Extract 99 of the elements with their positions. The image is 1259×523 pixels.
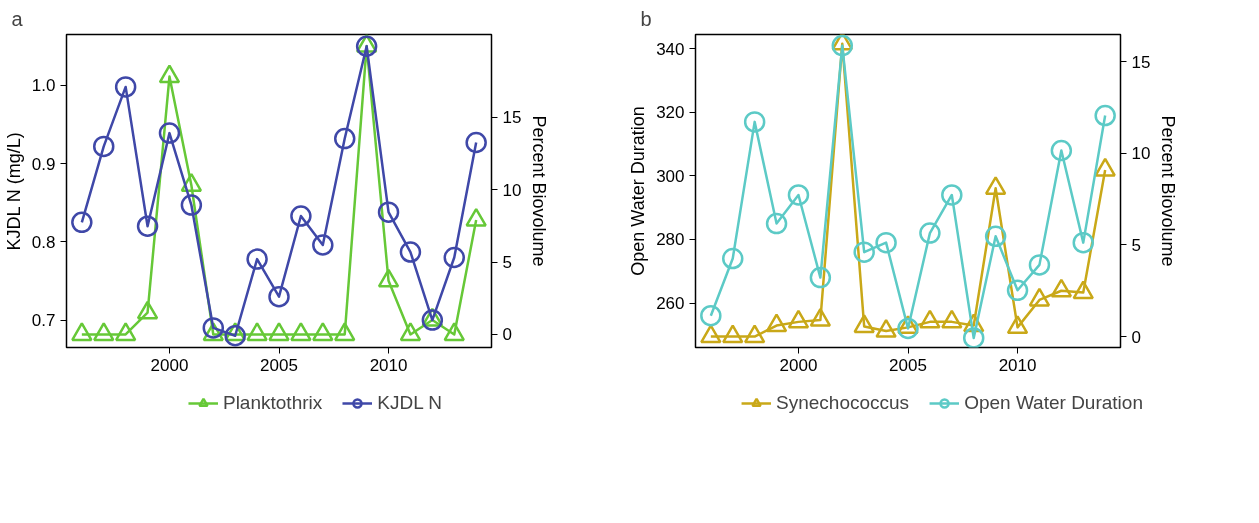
x-tick-label: 2010	[998, 355, 1037, 375]
point	[158, 64, 181, 84]
point	[290, 205, 312, 227]
point	[114, 322, 137, 342]
x-tick-label: 2005	[889, 355, 927, 375]
point	[984, 225, 1007, 248]
point	[941, 309, 963, 329]
point	[312, 234, 334, 256]
text: b	[640, 7, 652, 30]
point	[1006, 315, 1029, 335]
legend-label: KJDL N	[377, 392, 443, 414]
point	[853, 241, 875, 263]
point	[787, 184, 810, 206]
point	[290, 322, 312, 342]
point	[333, 322, 356, 342]
y-tick-label: 0.9	[31, 154, 56, 174]
point	[721, 324, 744, 344]
point	[787, 309, 810, 329]
y-tick-label: 0.7	[31, 311, 56, 331]
y2-tick-label: 5	[1131, 236, 1141, 255]
point	[743, 324, 766, 344]
point	[443, 322, 466, 342]
point	[136, 215, 159, 237]
point	[246, 322, 268, 342]
y-tick-label: 280	[656, 230, 685, 250]
legend-label: Open Water Duration	[964, 392, 1143, 414]
point	[71, 211, 93, 234]
point	[1006, 279, 1029, 302]
point	[765, 313, 788, 333]
x-tick-label: 2000	[150, 355, 189, 375]
legend-label: Planktothrix	[222, 392, 323, 414]
y2-axis-title: Percent Biovolume	[1158, 115, 1179, 267]
point	[1028, 254, 1051, 276]
point	[268, 285, 290, 308]
point	[465, 207, 487, 227]
point	[700, 324, 722, 344]
point	[765, 212, 788, 235]
point	[202, 317, 225, 339]
point	[268, 322, 290, 342]
y2-tick-label: 10	[502, 180, 522, 200]
point	[377, 201, 400, 223]
x-tick-label: 2000	[779, 355, 818, 375]
y2-tick-label: 10	[1131, 144, 1151, 164]
point	[136, 300, 159, 320]
legend-label: Synechococcus	[776, 392, 910, 414]
point	[700, 304, 722, 327]
point	[743, 111, 766, 133]
point	[853, 314, 875, 334]
point	[71, 322, 93, 342]
point	[224, 325, 246, 347]
y2-tick-label: 0	[502, 325, 512, 345]
point	[1072, 280, 1095, 300]
point	[721, 247, 744, 270]
point	[246, 248, 268, 270]
point	[897, 317, 919, 340]
y-tick-label: 320	[656, 103, 685, 123]
point	[1050, 139, 1073, 162]
y-tick-label: 300	[656, 166, 685, 186]
point	[941, 184, 963, 206]
point	[831, 34, 854, 57]
point	[809, 307, 832, 327]
y2-tick-label: 0	[1131, 327, 1141, 347]
y2-axis-title: Percent Biovolume	[529, 115, 550, 267]
point	[875, 231, 897, 254]
y2-tick-label: 15	[502, 108, 522, 128]
point	[312, 322, 334, 342]
point	[399, 322, 422, 342]
point	[1094, 157, 1116, 177]
point	[809, 266, 832, 289]
y-tick-label: 340	[656, 39, 685, 59]
point	[443, 246, 466, 269]
y-tick-label: 260	[656, 294, 685, 314]
point	[114, 76, 137, 98]
point	[962, 327, 985, 348]
point	[465, 131, 487, 154]
x-tick-label: 2005	[260, 355, 298, 375]
point	[92, 135, 115, 158]
point	[919, 222, 941, 244]
text: a	[11, 7, 24, 30]
y2-tick-label: 15	[1131, 52, 1151, 72]
point	[1094, 104, 1116, 127]
point	[92, 322, 115, 342]
point	[180, 194, 203, 216]
y-tick-label: 1.0	[31, 76, 56, 96]
point	[1028, 287, 1051, 307]
y-axis-title: KJDL N (mg/L)	[3, 132, 24, 251]
point	[377, 268, 400, 288]
point	[919, 309, 941, 329]
y2-tick-label: 5	[502, 253, 512, 272]
y-tick-label: 0.8	[31, 232, 56, 252]
point	[1072, 231, 1095, 254]
y-axis-title: Open Water Duration	[628, 106, 649, 276]
x-tick-label: 2010	[369, 355, 408, 375]
point	[158, 122, 181, 144]
point	[984, 176, 1007, 195]
point	[333, 127, 356, 150]
point	[875, 318, 897, 338]
point	[399, 241, 422, 263]
point	[1050, 278, 1073, 298]
